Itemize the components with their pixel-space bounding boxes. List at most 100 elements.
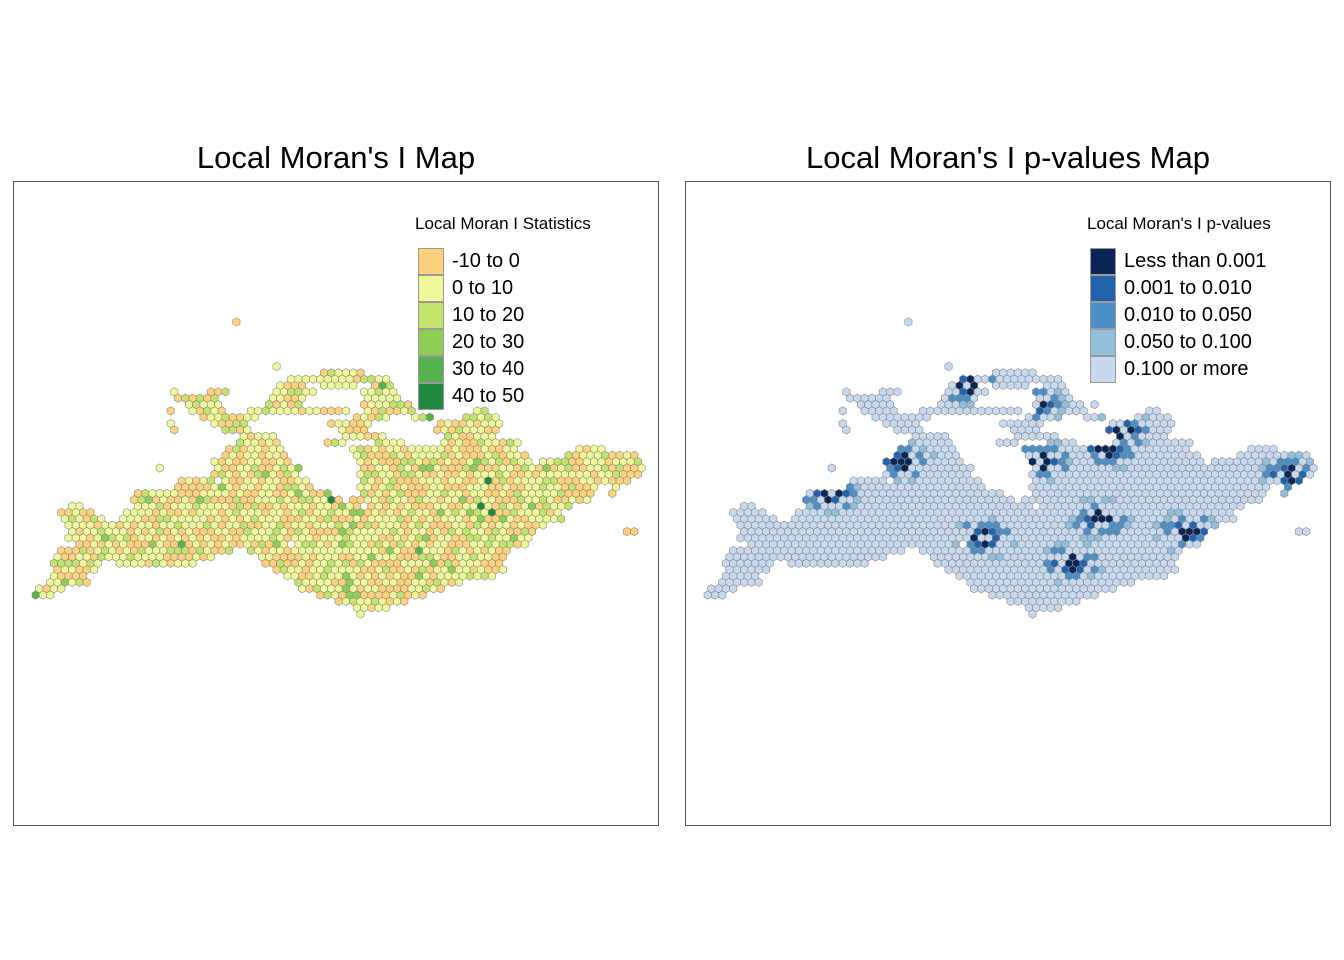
legend-item: 40 to 50	[415, 383, 591, 410]
hexagon-cell	[90, 565, 98, 575]
hexagon-cell	[1295, 476, 1303, 486]
hexagon-cell	[31, 590, 40, 600]
hexagon-cell	[582, 495, 591, 505]
hexagon-cell	[323, 590, 332, 600]
hexagon-cell	[1013, 406, 1022, 416]
hexagon-cell	[122, 558, 131, 568]
hexagon-cell	[309, 387, 317, 397]
hexagon-cell	[1006, 406, 1015, 416]
hexagon-cell	[1280, 488, 1289, 498]
hexagon-cell	[466, 571, 474, 581]
hexagon-cell	[247, 546, 255, 556]
hexagon-cell	[327, 419, 336, 429]
hexagon-cell	[1295, 527, 1303, 537]
legend-swatch	[418, 248, 444, 275]
hexagon-cell	[633, 469, 642, 479]
hexagon-cell	[878, 552, 887, 562]
hexagon-cell	[977, 406, 986, 416]
hexagon-cell	[1083, 412, 1092, 422]
hexagon-cell	[1236, 501, 1245, 511]
hexagon-cell	[842, 425, 851, 435]
hexagon-cell	[374, 412, 383, 422]
hexagon-cell	[711, 590, 719, 600]
hexagon-cell	[944, 361, 953, 371]
hexagon-cell	[999, 419, 1008, 429]
hexagon-grid	[31, 317, 646, 619]
legend-swatch	[418, 302, 444, 329]
hexagon-cell	[933, 406, 942, 416]
hexagon-cell	[498, 565, 507, 575]
left-map-title: Local Moran's I Map	[196, 140, 476, 175]
hexagon-cell	[988, 590, 997, 600]
hexagon-cell	[736, 533, 745, 543]
hexagon-cell	[846, 393, 854, 403]
legend-item: 0.010 to 0.050	[1087, 302, 1271, 329]
hexagon-cell	[557, 514, 566, 524]
hexagon-cell	[382, 412, 390, 422]
hexagon-cell	[1006, 380, 1015, 391]
legend-label: 30 to 40	[452, 358, 525, 380]
hexagon-cell	[1211, 520, 1219, 530]
hexagon-cell	[400, 406, 409, 416]
hexagon-cell	[298, 584, 307, 594]
hexagon-cell	[1145, 571, 1154, 581]
hexagon-cell	[1032, 374, 1041, 384]
hexagon-cell	[39, 590, 47, 600]
legend-label: -10 to 0	[452, 250, 520, 272]
hexagon-cell	[283, 571, 292, 581]
hexagon-cell	[341, 596, 350, 606]
hexagon-cell	[393, 406, 401, 416]
hexagon-cell	[57, 584, 66, 594]
hexagon-cell	[1054, 603, 1062, 613]
hexagon-cell	[276, 406, 285, 416]
hexagon-cell	[995, 590, 1004, 600]
hexagon-cell	[305, 406, 314, 416]
hexagon-cell	[1065, 596, 1073, 606]
hexagon-cell	[981, 374, 989, 384]
legend-label: Less than 0.001	[1124, 250, 1267, 272]
hexagon-cell	[199, 412, 208, 422]
hexagon-cell	[853, 558, 862, 568]
hexagon-cell	[367, 603, 376, 613]
hexagon-cell	[334, 596, 343, 606]
hexagon-cell	[1013, 596, 1022, 606]
p-value-hexagon-map	[703, 317, 1318, 619]
right-map-panel: Local Moran's I p-values Less than 0.001…	[685, 181, 1331, 826]
local-moran-hexagon-map	[31, 317, 646, 619]
hexagon-cell	[210, 419, 219, 429]
hexagon-cell	[363, 431, 372, 441]
hexagon-cell	[871, 412, 880, 422]
hexagon-cell	[995, 438, 1004, 448]
hexagon-cell	[1273, 476, 1281, 486]
hexagon-cell	[827, 463, 836, 473]
hexagon-cell	[374, 603, 383, 613]
right-map-title: Local Moran's I p-values Map	[806, 140, 1210, 175]
hexagon-cell	[838, 558, 847, 568]
hexagon-cell	[261, 406, 270, 416]
hexagon-cell	[776, 552, 785, 562]
hexagon-cell	[170, 425, 179, 435]
hexagon-cell	[1035, 431, 1044, 441]
hexagon-cell	[166, 406, 175, 416]
hexagon-cell	[1127, 577, 1135, 587]
hexagon-cell	[1046, 412, 1055, 422]
hexagon-cell	[816, 558, 825, 568]
hexagon-cell	[893, 425, 902, 435]
hexagon-cell	[144, 558, 153, 568]
hexagon-cell	[860, 406, 869, 416]
hexagon-cell	[747, 577, 756, 587]
hexagon-cell	[137, 558, 146, 568]
legend-item: 0.001 to 0.010	[1087, 275, 1271, 302]
hexagon-cell	[356, 431, 365, 441]
hexagon-cell	[1021, 431, 1030, 441]
hexagon-cell	[341, 380, 350, 391]
hexagon-cell	[316, 590, 325, 600]
hexagon-cell	[762, 565, 770, 575]
hexagon-cell	[309, 374, 317, 384]
hexagon-cell	[411, 590, 420, 600]
hexagon-cell	[480, 571, 489, 581]
hexagon-cell	[1083, 590, 1092, 600]
hexagon-cell	[1046, 603, 1055, 613]
hexagon-cell	[1028, 609, 1037, 619]
hexagon-cell	[922, 412, 931, 422]
